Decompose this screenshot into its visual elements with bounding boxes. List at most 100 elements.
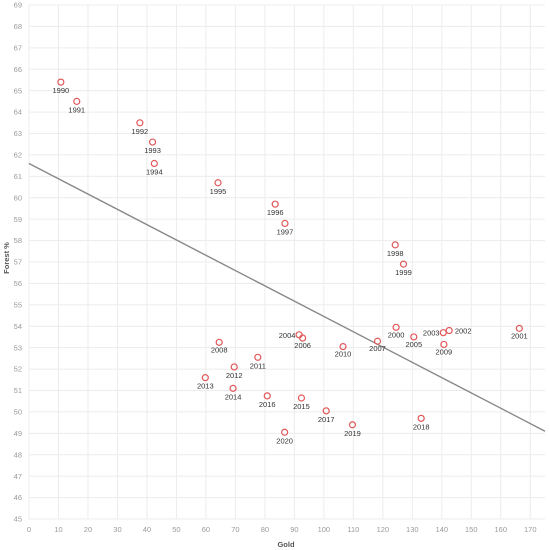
data-point (263, 392, 271, 400)
point-label: 2017 (318, 415, 335, 424)
point-label: 1999 (395, 268, 412, 277)
x-tick-label: 150 (465, 525, 478, 534)
point-label: 2000 (388, 330, 405, 339)
x-axis-title: Gold (277, 540, 294, 549)
y-tick-label: 67 (14, 43, 22, 52)
y-tick-label: 53 (14, 343, 22, 352)
data-point (281, 219, 289, 228)
point-label: 2011 (250, 361, 266, 370)
point-label: 2016 (259, 400, 276, 409)
data-point (339, 342, 347, 351)
y-tick-label: 61 (14, 172, 22, 181)
x-tick-label: 80 (261, 525, 269, 534)
data-point (515, 324, 523, 332)
data-point (150, 159, 158, 168)
point-label: 1996 (267, 208, 284, 217)
point-label: 1991 (68, 105, 85, 114)
y-tick-label: 62 (14, 151, 22, 160)
point-label: 2008 (211, 345, 228, 354)
data-points: 1990 1991 1992 1993 1994 1995 1996 1997 1998 1999… (53, 78, 528, 445)
x-axis-ticks: 0 10 20 30 40 50 60 70 80 90 100 110 120 130 140 150 160… (27, 525, 537, 534)
x-tick-label: 60 (202, 525, 210, 534)
point-label: 2010 (335, 350, 352, 359)
y-tick-label: 51 (14, 386, 22, 395)
point-label: 2009 (436, 347, 453, 356)
point-label: 1990 (53, 86, 70, 95)
x-tick-label: 70 (231, 525, 239, 534)
y-axis-title: Forest % (2, 242, 11, 274)
x-tick-label: 10 (54, 525, 62, 534)
data-point (348, 421, 357, 429)
x-tick-label: 130 (406, 525, 419, 534)
point-label: 2013 (197, 382, 214, 391)
x-tick-label: 90 (290, 525, 298, 534)
y-tick-label: 46 (14, 493, 22, 502)
x-tick-label: 120 (377, 525, 390, 534)
x-tick-label: 30 (113, 525, 121, 534)
x-tick-label: 170 (524, 525, 537, 534)
point-label: 2014 (225, 392, 242, 401)
y-tick-label: 68 (14, 22, 22, 31)
data-point (410, 333, 418, 341)
trend-line (28, 162, 546, 432)
point-label: 2015 (293, 402, 310, 411)
data-point (373, 337, 382, 345)
point-label: 2006 (294, 341, 311, 350)
y-tick-label: 55 (14, 300, 22, 309)
data-point (214, 179, 222, 187)
data-point (445, 326, 453, 335)
data-point (201, 374, 209, 382)
y-tick-label: 57 (14, 258, 22, 267)
point-label: 2003 (423, 329, 440, 338)
y-tick-label: 45 (14, 515, 22, 524)
point-label: 1992 (132, 127, 149, 136)
point-label: 2005 (405, 340, 422, 349)
data-point (299, 334, 307, 342)
data-point (322, 407, 330, 415)
point-label: 2020 (276, 436, 293, 445)
point-label: 1994 (146, 167, 163, 176)
data-point (136, 119, 144, 127)
data-point (215, 338, 223, 346)
data-point (440, 340, 448, 349)
y-tick-label: 49 (14, 429, 22, 438)
y-tick-label: 59 (14, 215, 22, 224)
y-axis-ticks: 45 46 47 48 49 50 51 52 53 54 55 56 57 58 59 60 61 62 63 64… (14, 1, 22, 524)
point-label: 2002 (455, 327, 472, 336)
data-point (254, 353, 262, 361)
data-point (281, 428, 289, 436)
x-tick-label: 40 (143, 525, 151, 534)
point-label: 1997 (277, 227, 294, 236)
x-tick-label: 140 (436, 525, 449, 534)
y-tick-label: 58 (14, 236, 22, 245)
point-label: 1993 (144, 146, 161, 155)
grid-lines (28, 4, 545, 520)
data-point (399, 260, 408, 268)
y-tick-label: 64 (14, 108, 22, 117)
point-label: 2001 (511, 331, 528, 340)
point-label: 2004 (279, 331, 296, 340)
y-tick-label: 50 (14, 408, 22, 417)
x-tick-label: 100 (318, 525, 331, 534)
data-point (297, 394, 306, 402)
y-tick-label: 69 (14, 1, 22, 10)
point-label: 1995 (210, 187, 227, 196)
y-tick-label: 56 (14, 279, 22, 288)
x-tick-label: 160 (495, 525, 508, 534)
data-point (148, 138, 157, 146)
point-label: 2019 (344, 429, 361, 438)
data-point (230, 363, 238, 371)
point-label: 2007 (369, 344, 386, 353)
point-label: 2018 (413, 422, 430, 431)
data-point (73, 97, 81, 105)
y-tick-label: 54 (14, 322, 22, 331)
x-tick-label: 110 (347, 525, 359, 534)
data-point (229, 384, 237, 392)
x-tick-label: 0 (27, 525, 31, 534)
point-label: 1998 (387, 249, 404, 258)
y-tick-label: 60 (14, 193, 22, 202)
data-point (57, 78, 65, 86)
y-tick-label: 66 (14, 65, 22, 74)
point-label: 2012 (226, 371, 243, 380)
